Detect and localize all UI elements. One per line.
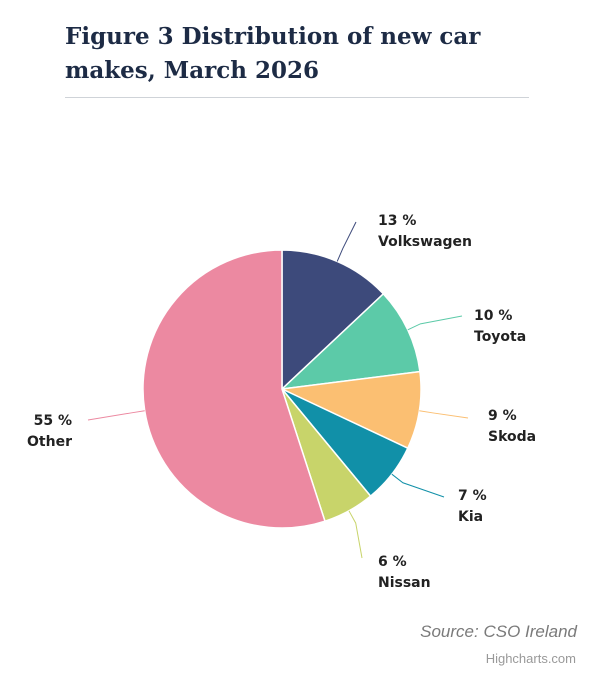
data-label-value-toyota: 10 % (474, 308, 512, 324)
data-label-value-volkswagen: 13 % (378, 213, 416, 229)
data-label-name-other: Other (27, 434, 72, 450)
data-label-name-nissan: Nissan (378, 575, 431, 591)
connector-kia (391, 473, 445, 498)
data-label-name-volkswagen: Volkswagen (378, 234, 472, 250)
pie-slice-skoda[interactable] (279, 370, 422, 450)
chart-title: Figure 3 Distribution of new car makes, … (65, 23, 481, 84)
title-divider (65, 97, 529, 98)
pie-slice-toyota[interactable] (279, 292, 421, 391)
data-label-value-other: 55 % (34, 413, 72, 429)
connector-nissan (348, 510, 363, 559)
data-label-name-toyota: Toyota (474, 329, 526, 345)
data-label-value-skoda: 9 % (488, 408, 517, 424)
source-note: Source: CSO Ireland (420, 622, 577, 641)
data-label-name-skoda: Skoda (488, 429, 536, 445)
connector-skoda (419, 410, 469, 419)
data-label-value-kia: 7 % (458, 488, 487, 504)
connector-other (87, 410, 145, 421)
connector-toyota (407, 315, 463, 331)
pie-slice-other[interactable] (142, 249, 326, 529)
connector-volkswagen (336, 221, 357, 262)
data-label-name-kia: Kia (458, 509, 483, 525)
data-label-value-nissan: 6 % (378, 554, 407, 570)
highcharts-credits-link[interactable]: Highcharts.com (485, 651, 576, 666)
